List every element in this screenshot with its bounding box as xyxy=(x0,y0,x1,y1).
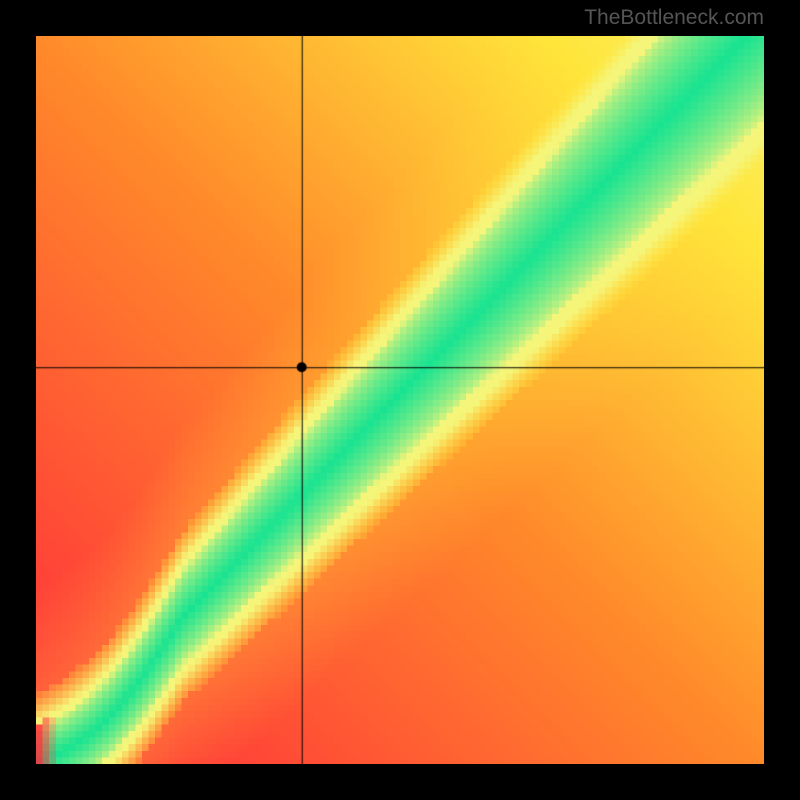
plot-area xyxy=(36,36,764,764)
heatmap-canvas xyxy=(36,36,764,764)
chart-container: TheBottleneck.com xyxy=(0,0,800,800)
watermark-text: TheBottleneck.com xyxy=(584,6,764,30)
